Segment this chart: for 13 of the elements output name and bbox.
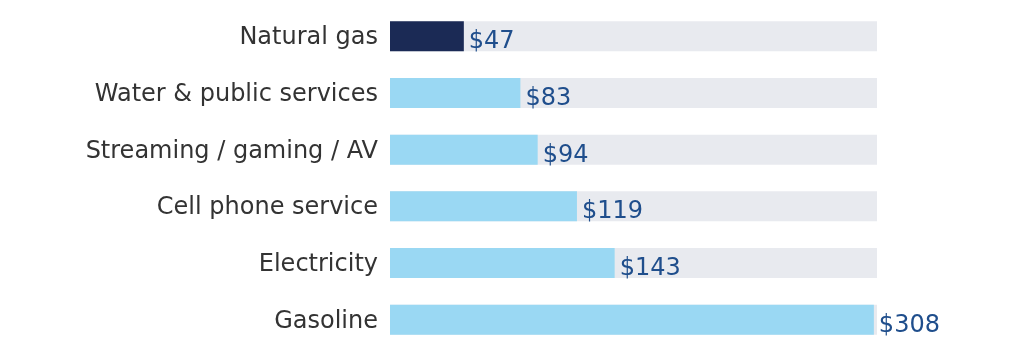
y-tick-label: Natural gas <box>239 22 378 51</box>
bar <box>390 21 464 52</box>
y-tick-label: Streaming / gaming / AV <box>85 135 379 164</box>
y-tick-label: Electricity <box>258 249 378 277</box>
data-label: $119 <box>581 196 644 225</box>
data-label: $143 <box>619 253 681 281</box>
y-tick-label: Cell phone service <box>156 192 378 221</box>
y-tick-label: Gasoline <box>274 305 378 334</box>
data-label: $94 <box>542 139 589 168</box>
data-label: $83 <box>525 83 572 111</box>
data-label: $308 <box>878 309 940 338</box>
data-label: $47 <box>468 26 515 55</box>
y-tick-label: Water & public services <box>94 79 378 107</box>
